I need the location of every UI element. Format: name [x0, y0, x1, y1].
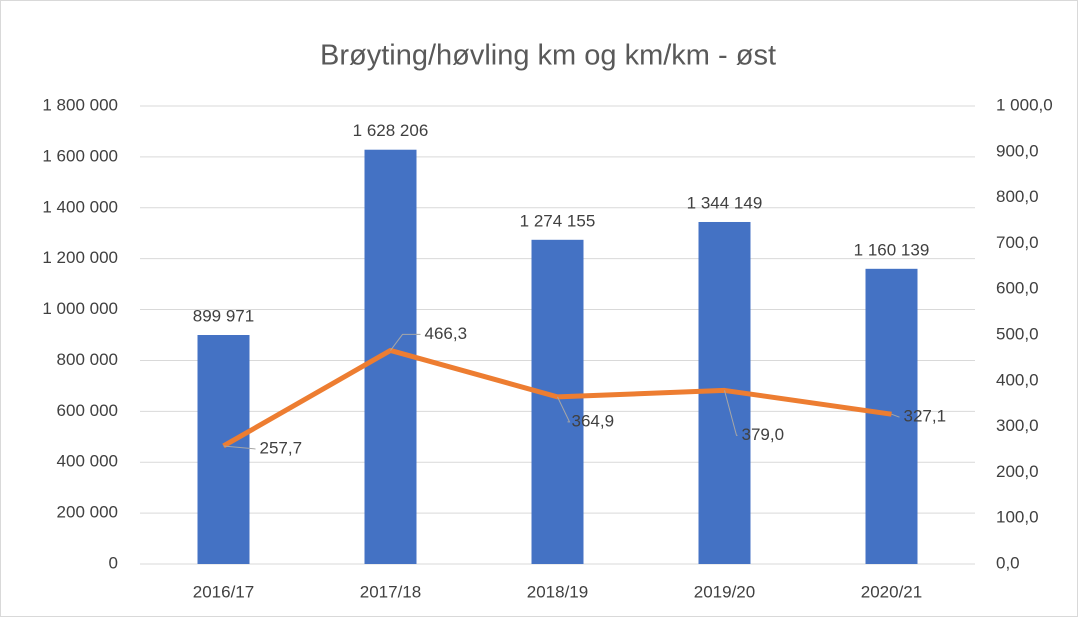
bar [865, 268, 918, 564]
y-tick-label: 1 600 000 [42, 146, 118, 165]
y-tick-label: 0 [109, 553, 118, 572]
data-label: 466,3 [425, 324, 468, 343]
x-tick-label: 2016/17 [193, 582, 254, 601]
x-tick-label: 2018/19 [527, 582, 588, 601]
x-tick-label: 2017/18 [360, 582, 421, 601]
data-label: 1 628 206 [353, 121, 429, 140]
y2-tick-label: 800,0 [996, 187, 1039, 206]
leader-line [724, 390, 738, 436]
leader-line [891, 413, 900, 418]
x-tick-label: 2020/21 [861, 582, 922, 601]
y-tick-label: 200 000 [57, 503, 118, 522]
x-tick-label: 2019/20 [694, 582, 755, 601]
y2-tick-label: 700,0 [996, 233, 1039, 252]
y-tick-label: 1 000 000 [42, 299, 118, 318]
y2-tick-label: 300,0 [996, 416, 1039, 435]
data-label: 379,0 [742, 425, 785, 444]
y-tick-label: 1 200 000 [42, 248, 118, 267]
data-label: 327,1 [904, 407, 947, 426]
y2-tick-label: 1 000,0 [996, 95, 1053, 114]
y-tick-label: 600 000 [57, 401, 118, 420]
leader-line [223, 445, 256, 450]
y-tick-label: 1 400 000 [42, 197, 118, 216]
y2-tick-label: 900,0 [996, 141, 1039, 160]
data-label: 1 344 149 [687, 193, 763, 212]
data-label: 364,9 [572, 411, 615, 430]
y2-tick-label: 200,0 [996, 462, 1039, 481]
data-label: 1 160 139 [854, 240, 930, 259]
data-label: 1 274 155 [520, 211, 596, 230]
y2-tick-label: 400,0 [996, 370, 1039, 389]
leader-line [390, 333, 421, 351]
y2-tick-label: 600,0 [996, 279, 1039, 298]
data-label: 899 971 [193, 306, 254, 325]
y-tick-label: 1 800 000 [42, 95, 118, 114]
y2-tick-label: 100,0 [996, 508, 1039, 527]
bar [531, 239, 584, 564]
y-tick-label: 400 000 [57, 452, 118, 471]
leader-line [557, 396, 571, 423]
y-tick-label: 800 000 [57, 350, 118, 369]
data-label: 257,7 [260, 438, 303, 457]
y2-tick-label: 0,0 [996, 553, 1020, 572]
bar [197, 335, 250, 564]
chart-title: Brøyting/høvling km og km/km - øst [320, 40, 776, 72]
y2-tick-label: 500,0 [996, 324, 1039, 343]
